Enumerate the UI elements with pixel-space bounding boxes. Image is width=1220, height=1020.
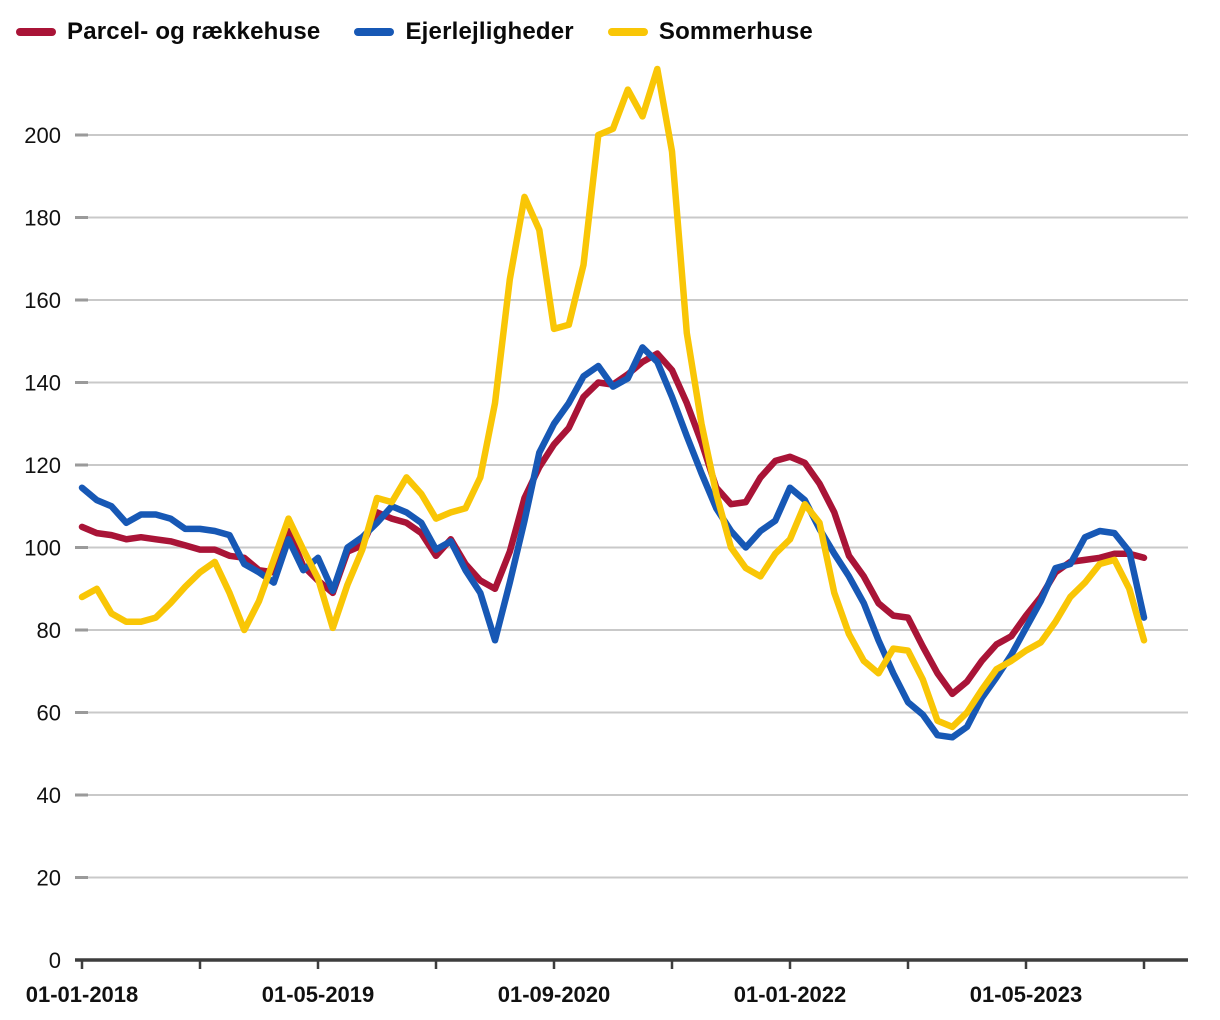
legend-item-ejerlejligheder: Ejerlejligheder	[354, 18, 574, 46]
y-axis-tick-label: 60	[37, 701, 61, 726]
series-line-sommerhuse	[78, 65, 1148, 731]
legend-swatch-ejerlejligheder	[354, 28, 395, 36]
y-axis-tick-label: 140	[24, 371, 61, 396]
y-axis-tick-label: 180	[24, 206, 61, 231]
y-axis-tick-label: 0	[49, 948, 61, 973]
y-axis-tick-label: 120	[24, 453, 61, 478]
legend-label: Sommerhuse	[658, 18, 813, 45]
legend-item-parcel-og-raekkehuse: Parcel- og rækkehuse	[16, 18, 320, 46]
y-axis-tick-label: 20	[37, 866, 61, 891]
x-axis-tick-label: 01-09-2020	[498, 982, 611, 1007]
x-axis-tick-label: 01-01-2018	[26, 982, 139, 1007]
legend-swatch-sommerhuse	[607, 28, 648, 36]
x-axis-tick-label: 01-05-2023	[970, 982, 1083, 1007]
y-axis-tick-label: 160	[24, 288, 61, 313]
chart-legend: Parcel- og rækkehuse Ejerlejligheder Som…	[16, 18, 813, 46]
legend-label: Ejerlejligheder	[405, 18, 574, 45]
x-axis-tick-label: 01-01-2022	[734, 982, 847, 1007]
series-line-parcel-og-r-kkehuse	[78, 350, 1148, 698]
x-axis-tick-label: 01-05-2019	[262, 982, 375, 1007]
y-axis-tick-label: 80	[37, 618, 61, 643]
legend-item-sommerhuse: Sommerhuse	[607, 18, 813, 46]
legend-label: Parcel- og rækkehuse	[67, 18, 321, 45]
y-axis-tick-label: 40	[37, 783, 61, 808]
legend-swatch-parcel-og-raekkehuse	[16, 28, 56, 36]
y-axis-tick-label: 100	[24, 536, 61, 561]
series-line-ejerlejligheder	[78, 344, 1148, 741]
y-axis-tick-label: 200	[24, 123, 61, 148]
